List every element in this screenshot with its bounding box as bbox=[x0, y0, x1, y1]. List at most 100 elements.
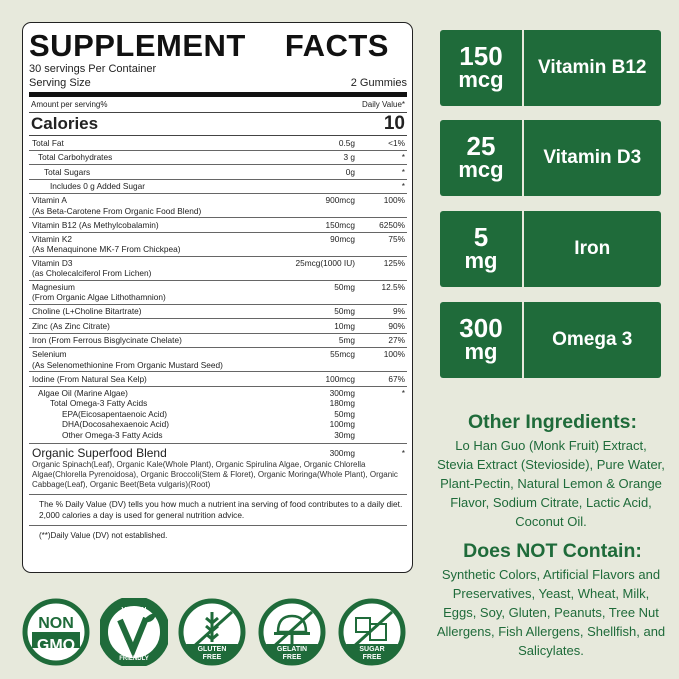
nutrient-amount: 90mcg bbox=[330, 233, 355, 244]
other-ingredients-text: Lo Han Guo (Monk Fruit) Extract, Stevia … bbox=[437, 438, 665, 529]
serving-size-label: Serving Size bbox=[29, 77, 91, 89]
nutrient-amount: 100mcg bbox=[325, 373, 355, 384]
nutrient-name: Includes 0 g Added Sugar bbox=[50, 181, 146, 191]
nutrient-amount: 150mcg bbox=[325, 219, 355, 230]
divider bbox=[522, 120, 524, 196]
calories-label: Calories bbox=[31, 114, 99, 133]
nutrient-dv: 90% bbox=[388, 320, 405, 331]
serving-size-value: 2 Gummies bbox=[350, 77, 407, 89]
nutrient-dv: * bbox=[401, 181, 405, 191]
nutrient-dv: 67% bbox=[388, 373, 405, 384]
nutrient-name: Vitamin D3 (as Cholecalciferol From Liche… bbox=[32, 258, 265, 279]
nutrient-row: Vitamin B12 (As Methylcobalamin) 150mcg 62… bbox=[29, 218, 407, 233]
highlight-box: 150 mcg Vitamin B12 bbox=[440, 30, 661, 106]
algae-name: Algae Oil (Marine Algae) bbox=[38, 387, 128, 398]
algae-dv bbox=[355, 419, 405, 430]
nutrient-source: (As Selenomethionine From Organic Mustar… bbox=[32, 359, 223, 370]
nutrient-dv: 12.5% bbox=[381, 281, 405, 292]
nutrient-dv: * bbox=[401, 166, 405, 177]
nutrient-row: Magnesium (From Organic Algae Lithothamni… bbox=[29, 281, 407, 305]
nutrient-amount: 0.5g bbox=[338, 137, 355, 148]
svg-text:GMO: GMO bbox=[37, 637, 75, 654]
nutrient-row: Zinc (As Zinc Citrate) 10mg 90% bbox=[29, 319, 407, 334]
nutrient-amount: 3 g bbox=[343, 152, 355, 162]
nutrient-source: (As Menaquinone MK-7 From Chickpea) bbox=[32, 244, 181, 254]
nutrient-amount: 50mg bbox=[334, 281, 355, 292]
svg-text:FREE: FREE bbox=[363, 654, 382, 661]
nutrient-dv: * bbox=[401, 152, 405, 162]
serving-size: Serving Size 2 Gummies bbox=[29, 76, 407, 90]
servings-per-container: 30 servings Per Container bbox=[29, 63, 157, 75]
nutrient-dv: 75% bbox=[388, 233, 405, 244]
does-not-contain-text: Synthetic Colors, Artificial Flavors and… bbox=[436, 567, 666, 658]
algae-amount: 180mg bbox=[329, 398, 355, 408]
svg-text:FRIENDLY: FRIENDLY bbox=[119, 656, 148, 662]
nutrient-name: Magnesium (From Organic Algae Lithothamni… bbox=[32, 282, 265, 303]
algae-dv bbox=[355, 430, 405, 441]
dv-header-label: Daily Value* bbox=[362, 100, 405, 109]
supplement-facts-panel: SUPPLEMENT FACTS 30 servings Per Containe… bbox=[22, 22, 413, 573]
nutrient-name: Selenium (As Selenomethionine From Organi… bbox=[32, 349, 265, 370]
highlight-box: 25 mcg Vitamin D3 bbox=[440, 120, 661, 196]
algae-name: DHA(Docosahexaenoic Acid) bbox=[62, 419, 169, 429]
nutrient-amount: 5mg bbox=[338, 335, 355, 345]
nutrient-name: Zinc (As Zinc Citrate) bbox=[32, 320, 110, 331]
nutrient-dv: 6250% bbox=[379, 219, 405, 230]
nutrient-row: Includes 0 g Added Sugar * bbox=[29, 180, 407, 194]
nutrient-name: Choline (L+Choline Bitartrate) bbox=[32, 306, 142, 316]
nutrient-row: Selenium (As Selenomethionine From Organi… bbox=[29, 348, 407, 372]
nutrient-row: Iodine (From Natural Sea Kelp) 100mcg 67% bbox=[29, 372, 407, 387]
nutrient-name: Vitamin K2 (As Menaquinone MK-7 From Chic… bbox=[32, 234, 265, 255]
algae-amount: 50mg bbox=[334, 408, 355, 419]
nutrient-name: Total Fat bbox=[32, 137, 64, 148]
nutrient-amount: 10mg bbox=[334, 320, 355, 331]
nutrient-dv: 125% bbox=[383, 257, 405, 268]
highlight-name: Omega 3 bbox=[552, 329, 633, 350]
nutrient-name: Total Carbohydrates bbox=[38, 152, 113, 162]
gelatin-free-icon: GELATIN FREE bbox=[258, 598, 326, 666]
calories-row: Calories 10 bbox=[29, 113, 407, 136]
superfood-blend: Organic Superfood Blend 300mg * Organic Sp… bbox=[29, 444, 407, 495]
title-right: FACTS bbox=[284, 28, 389, 63]
svg-text:GELATIN: GELATIN bbox=[277, 646, 307, 653]
algae-row: EPA(Eicosapentaenoic Acid) 50mg bbox=[32, 409, 405, 420]
highlight-box: 300 mg Omega 3 bbox=[440, 302, 661, 378]
highlight-name: Vitamin B12 bbox=[538, 57, 647, 78]
algae-row: DHA(Docosahexaenoic Acid) 100mg bbox=[32, 419, 405, 430]
nutrient-dv: 100% bbox=[383, 195, 405, 205]
nutrient-name: Vitamin B12 (As Methylcobalamin) bbox=[32, 219, 159, 230]
dv-note: The % Daily Value (DV) tells you how muc… bbox=[29, 495, 407, 526]
highlight-amount: 5 mg bbox=[464, 222, 498, 273]
nutrient-row: Vitamin A (As Beta-Carotene From Organic … bbox=[29, 194, 407, 218]
svg-text:FREE: FREE bbox=[203, 654, 222, 661]
does-not-contain-heading: Does NOT Contain: bbox=[463, 540, 642, 562]
dv-note-2: (**)Daily Value (DV) not established. bbox=[39, 531, 168, 540]
algae-dv bbox=[355, 409, 405, 420]
nutrient-amount: 0g bbox=[345, 166, 355, 177]
nutrient-row: Total Sugars 0g * bbox=[29, 165, 407, 180]
nutrient-row: Vitamin D3 (as Cholecalciferol From Liche… bbox=[29, 257, 407, 281]
nutrient-row: Choline (L+Choline Bitartrate) 50mg 9% bbox=[29, 305, 407, 319]
sugar-free-icon: SUGAR FREE bbox=[338, 598, 406, 666]
highlight-amount: 150 mcg bbox=[458, 41, 504, 92]
nutrient-dv: <1% bbox=[388, 137, 405, 148]
svg-text:NON: NON bbox=[38, 615, 74, 632]
algae-name: Total Omega-3 Fatty Acids bbox=[50, 398, 148, 408]
algae-name: EPA(Eicosapentaenoic Acid) bbox=[62, 408, 167, 419]
algae-dv: * bbox=[401, 387, 405, 398]
blend-ingredients: Organic Spinach(Leaf), Organic Kale(Whol… bbox=[32, 460, 398, 489]
blend-name: Organic Superfood Blend bbox=[32, 446, 167, 460]
other-ingredients-heading: Other Ingredients: bbox=[467, 411, 638, 433]
amount-header-label: Amount per serving% bbox=[31, 100, 108, 109]
algae-amount: 30mg bbox=[334, 429, 355, 440]
algae-name: Other Omega-3 Fatty Acids bbox=[62, 429, 163, 440]
highlight-amount: 25 mcg bbox=[458, 131, 504, 182]
nutrient-row: Vitamin K2 (As Menaquinone MK-7 From Chic… bbox=[29, 233, 407, 257]
nutrient-row: Total Fat 0.5g <1% bbox=[29, 136, 407, 151]
panel-title: SUPPLEMENT FACTS bbox=[29, 29, 407, 63]
algae-row: Other Omega-3 Fatty Acids 30mg bbox=[32, 430, 405, 441]
algae-dv bbox=[355, 398, 405, 409]
nutrient-name: Vitamin A (As Beta-Carotene From Organic … bbox=[32, 195, 265, 216]
algae-oil-block: Algae Oil (Marine Algae) 300mg * Total Omeg… bbox=[29, 387, 407, 444]
highlight-amount: 300 mg bbox=[459, 313, 503, 364]
